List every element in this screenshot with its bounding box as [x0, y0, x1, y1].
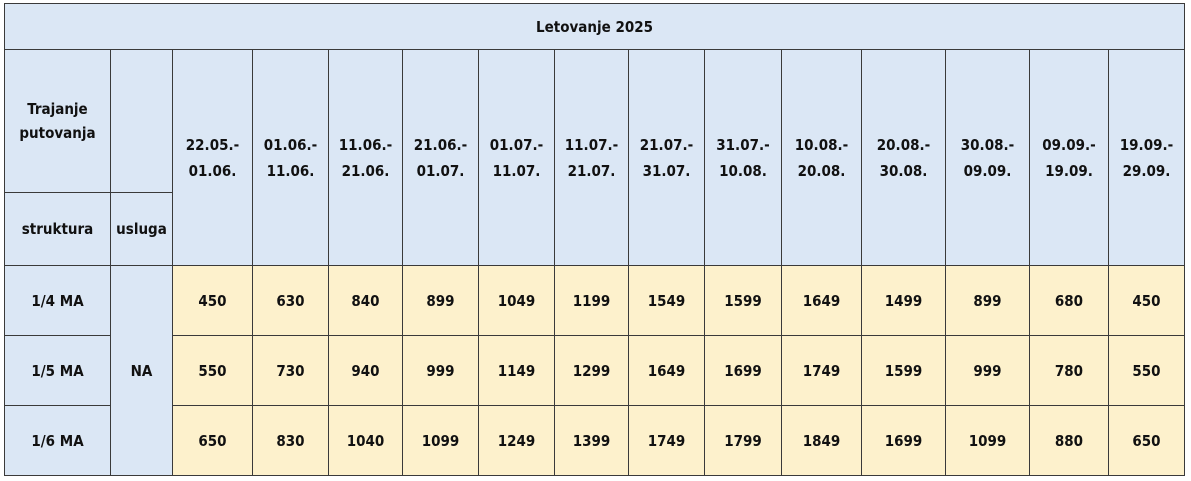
- period-to: 29.09.: [1122, 161, 1171, 180]
- period-to: 31.07.: [642, 161, 691, 180]
- period-from: 21.07.-: [639, 135, 694, 154]
- price-cell: 1699: [704, 335, 782, 406]
- period-from: 31.07.-: [716, 135, 770, 154]
- period-to: 10.08.: [719, 161, 767, 180]
- period-header: 01.07.- 11.07.: [478, 49, 555, 266]
- period-header: 11.06.- 21.06.: [328, 49, 403, 266]
- period-from: 20.08.-: [876, 135, 931, 154]
- period-from: 01.07.-: [489, 135, 544, 154]
- period-to: 21.06.: [341, 161, 390, 180]
- period-header: 21.07.- 31.07.: [628, 49, 705, 266]
- price-table-wrapper: Letovanje 2025 Trajanje putovanja 22.05.…: [4, 3, 1185, 476]
- period-to: 01.07.: [416, 161, 465, 180]
- price-cell: 550: [1108, 335, 1185, 406]
- period-to: 09.09.: [963, 161, 1012, 180]
- price-cell: 1149: [478, 335, 555, 406]
- structure-cell: 1/4 MA: [4, 265, 111, 336]
- price-cell: 899: [945, 265, 1030, 336]
- period-from: 21.06.-: [413, 135, 468, 154]
- duration-blank-cell: [110, 49, 173, 193]
- period-to: 19.09.: [1045, 161, 1093, 180]
- period-header: 10.08.- 20.08.: [781, 49, 862, 266]
- table-title: Letovanje 2025: [4, 3, 1185, 50]
- period-from: 22.05.-: [185, 135, 240, 154]
- period-to: 21.07.: [567, 161, 616, 180]
- price-cell: 1299: [554, 335, 629, 406]
- period-from: 11.07.-: [564, 135, 619, 154]
- period-header: 01.06.- 11.06.: [252, 49, 329, 266]
- period-from: 09.09.-: [1042, 135, 1096, 154]
- price-cell: 730: [252, 335, 329, 406]
- price-table: Letovanje 2025 Trajanje putovanja 22.05.…: [4, 3, 1185, 476]
- table-row: 1/6 MA 650 830 1040 1099 1249 1399 1749 …: [4, 405, 1185, 476]
- price-cell: 780: [1029, 335, 1109, 406]
- table-row: 1/4 MA NA 450 630 840 899 1049 1199 1549…: [4, 265, 1185, 476]
- period-header: 31.07.- 10.08.: [704, 49, 782, 266]
- structure-cell: 1/5 MA: [4, 335, 111, 406]
- period-to: 01.06.: [188, 161, 237, 180]
- period-from: 10.08.-: [794, 135, 849, 154]
- price-cell: 450: [1108, 265, 1185, 336]
- price-cell: 999: [402, 335, 479, 406]
- price-cell: 830: [252, 405, 329, 476]
- price-cell: 1099: [402, 405, 479, 476]
- period-to: 11.07.: [492, 161, 541, 180]
- period-header: 19.09.- 29.09.: [1108, 49, 1185, 266]
- price-cell: 1799: [704, 405, 782, 476]
- price-cell: 550: [172, 335, 253, 406]
- price-cell: 1749: [628, 405, 705, 476]
- price-cell: 1649: [628, 335, 705, 406]
- price-cell: 1040: [328, 405, 403, 476]
- price-cell: 1699: [861, 405, 946, 476]
- price-cell: 1749: [781, 335, 862, 406]
- price-cell: 899: [402, 265, 479, 336]
- price-cell: 450: [172, 265, 253, 336]
- period-to: 20.08.: [797, 161, 846, 180]
- period-to: 11.06.: [266, 161, 315, 180]
- period-header: 20.08.- 30.08.: [861, 49, 946, 266]
- price-cell: 940: [328, 335, 403, 406]
- period-from: 01.06.-: [263, 135, 318, 154]
- period-from: 11.06.-: [338, 135, 393, 154]
- price-cell: 1099: [945, 405, 1030, 476]
- service-label: usluga: [110, 192, 173, 266]
- price-cell: 680: [1029, 265, 1109, 336]
- table-row: 1/5 MA 550 730 940 999 1149 1299 1649 16…: [4, 335, 1185, 406]
- price-cell: 1249: [478, 405, 555, 476]
- period-header: 22.05.- 01.06.: [172, 49, 253, 266]
- price-cell: 880: [1029, 405, 1109, 476]
- price-cell: 1849: [781, 405, 862, 476]
- price-cell: 1599: [704, 265, 782, 336]
- price-cell: 650: [1108, 405, 1185, 476]
- price-cell: 630: [252, 265, 329, 336]
- price-cell: 1599: [861, 335, 946, 406]
- period-from: 19.09.-: [1119, 135, 1174, 154]
- price-cell: 1199: [554, 265, 629, 336]
- price-cell: 1049: [478, 265, 555, 336]
- structure-cell: 1/6 MA: [4, 405, 111, 476]
- period-header: 21.06.- 01.07.: [402, 49, 479, 266]
- price-cell: 650: [172, 405, 253, 476]
- period-header: 30.08.- 09.09.: [945, 49, 1030, 266]
- duration-label: Trajanje putovanja: [4, 49, 111, 193]
- service-cell: NA: [110, 265, 173, 476]
- period-header: 11.07.- 21.07.: [554, 49, 629, 266]
- period-from: 30.08.-: [960, 135, 1015, 154]
- price-cell: 1399: [554, 405, 629, 476]
- price-cell: 999: [945, 335, 1030, 406]
- structure-label: struktura: [4, 192, 111, 266]
- period-to: 30.08.: [879, 161, 928, 180]
- price-cell: 840: [328, 265, 403, 336]
- price-cell: 1549: [628, 265, 705, 336]
- price-cell: 1499: [861, 265, 946, 336]
- period-header: 09.09.- 19.09.: [1029, 49, 1109, 266]
- price-cell: 1649: [781, 265, 862, 336]
